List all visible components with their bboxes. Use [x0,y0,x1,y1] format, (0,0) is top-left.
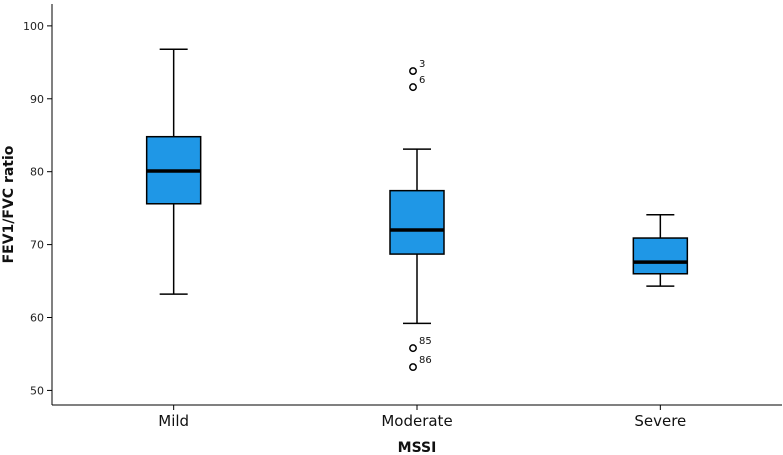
y-tick-label: 100 [23,20,44,33]
outlier-label: 86 [419,355,432,366]
box-group-severe [632,213,689,287]
iqr-box [389,189,445,255]
outlier-label: 6 [419,75,425,86]
box-group-moderate: 3 6 85 86 [389,59,445,372]
outlier-point [409,67,417,76]
boxes: 3 6 85 86 [145,48,689,372]
y-tick-label: 70 [30,239,44,252]
outlier-point [409,83,417,92]
iqr-box [632,237,689,275]
y-tick-label: 90 [30,93,44,106]
x-axis-title: MSSI [398,440,437,455]
x-tick-label: Mild [158,412,189,430]
x-tick-label: Severe [634,412,686,430]
y-tick-label: 50 [30,384,44,397]
outlier-point [409,344,417,353]
outlier-point [409,363,417,372]
x-tick-label: Moderate [381,412,452,430]
outlier-label: 3 [419,59,425,70]
box-group-mild [145,48,202,295]
axes: 50 60 70 80 90 100 Mild Moderate Severe [23,4,782,430]
y-tick-label: 60 [30,312,44,325]
outlier-label: 85 [419,336,432,347]
y-axis-title: FEV1/FVC ratio [1,145,17,263]
y-tick-label: 80 [30,166,44,179]
